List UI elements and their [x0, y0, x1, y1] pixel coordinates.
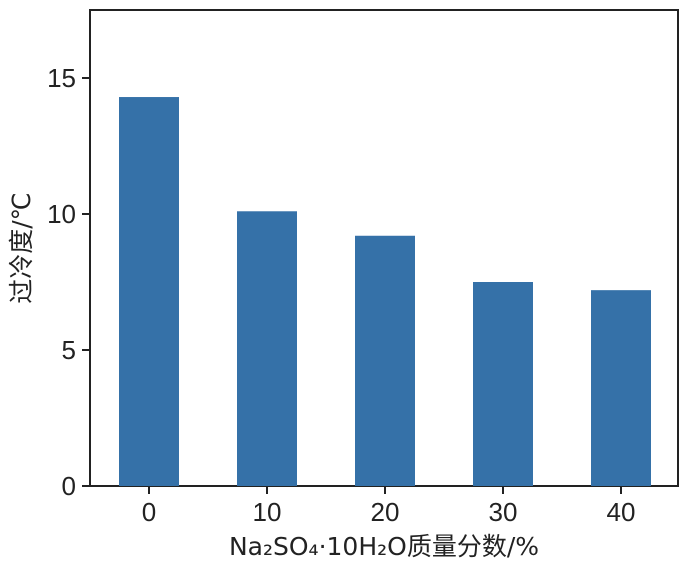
- x-tick-label: 20: [371, 497, 400, 527]
- bar-0: [119, 97, 179, 486]
- x-axis-label: Na₂SO₄·10H₂O质量分数/%: [229, 532, 539, 561]
- x-tick-label: 0: [142, 497, 156, 527]
- y-ticks-group: 0 5 10 15: [47, 63, 90, 501]
- y-tick-label: 5: [62, 335, 76, 365]
- bar-20: [355, 235, 415, 486]
- y-tick-label: 15: [47, 63, 76, 93]
- y-tick-label: 0: [62, 471, 76, 501]
- y-tick-label: 10: [47, 199, 76, 229]
- bar-40: [591, 290, 651, 486]
- x-tick-label: 30: [489, 497, 518, 527]
- bars-group: [119, 97, 651, 486]
- bar-30: [473, 282, 533, 486]
- x-tick-label: 10: [253, 497, 282, 527]
- bar-10: [237, 211, 297, 486]
- y-axis-label: 过冷度/℃: [7, 192, 36, 304]
- x-ticks-group: 0 10 20 30 40: [142, 486, 636, 527]
- x-tick-label: 40: [607, 497, 636, 527]
